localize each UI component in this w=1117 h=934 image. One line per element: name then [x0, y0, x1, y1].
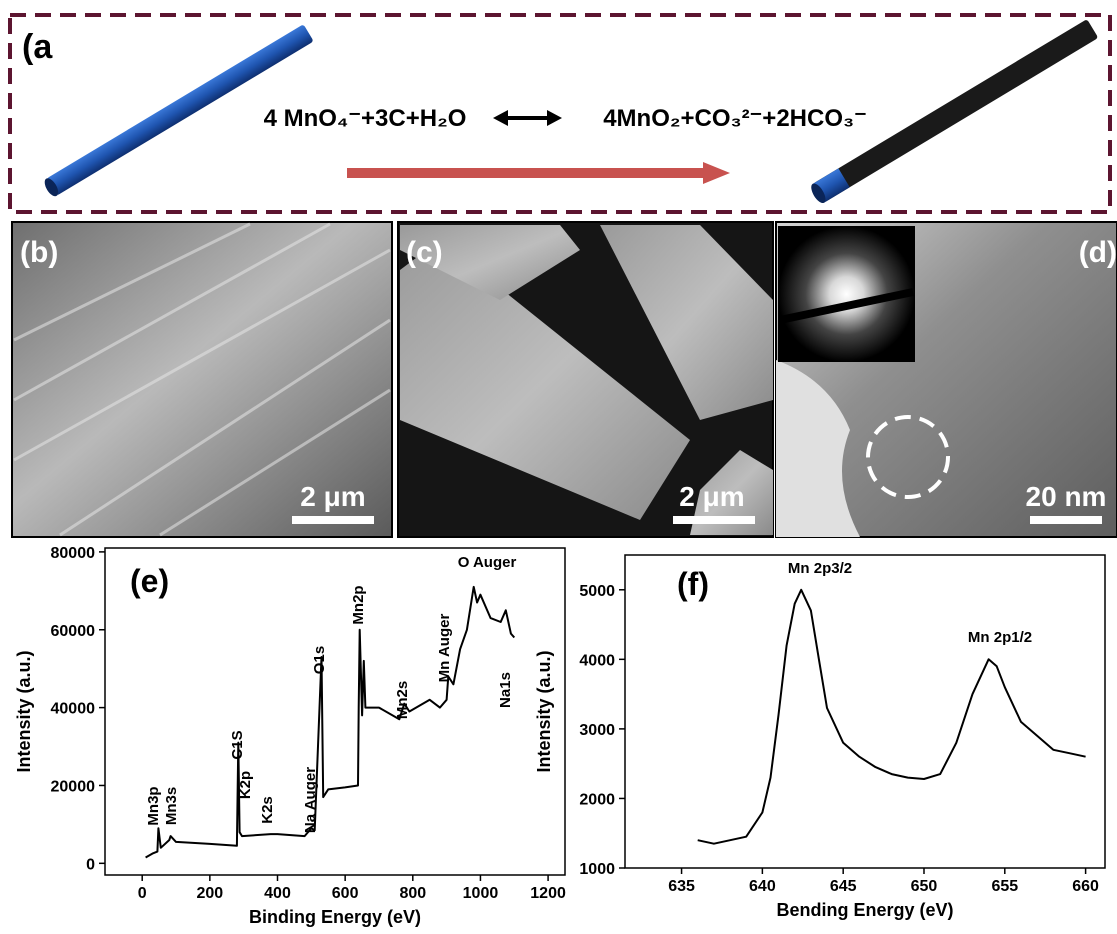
- peak-annotation: Mn2s: [394, 681, 411, 719]
- y-axis-label: Intensity (a.u.): [534, 650, 554, 772]
- scale-bar-label: 20 nm: [1026, 481, 1107, 512]
- x-tick-label: 635: [668, 878, 695, 895]
- x-tick-label: 200: [197, 885, 224, 902]
- x-tick-label: 600: [332, 885, 359, 902]
- y-tick-label: 60000: [51, 623, 96, 640]
- scale-bar: [1030, 516, 1102, 524]
- equation-right: 4MnO₂+CO₃²⁻+2HCO₃⁻: [603, 105, 867, 132]
- spectrum-line: [146, 587, 515, 858]
- peak-annotation: K2p: [237, 771, 254, 799]
- peak-annotation: Mn3p: [145, 786, 162, 825]
- panel-a: (a 4 MnO₄⁻+3C+H₂O 4MnO₂+CO₃²⁻+2HCO₃⁻: [10, 15, 1110, 212]
- peak-annotation: Mn Auger: [436, 614, 453, 683]
- panel-c: (c) 2 μm: [398, 222, 773, 537]
- panel-d: (d) 20 nm: [776, 222, 1117, 537]
- peak-annotation: Na1s: [497, 672, 514, 708]
- double-arrow: [493, 110, 562, 126]
- arrow-head: [493, 110, 508, 126]
- y-tick-label: 20000: [51, 778, 96, 795]
- panel-b: (b) 2 μm: [12, 222, 392, 537]
- x-tick-label: 660: [1072, 878, 1099, 895]
- arrow-head: [703, 162, 730, 184]
- panel-label: (f): [677, 566, 709, 602]
- peak-annotation: Mn2p: [350, 585, 367, 624]
- x-axis-label: Bending Energy (eV): [776, 900, 953, 920]
- peak-annotation: C1S: [229, 730, 246, 759]
- scale-bar: [292, 516, 374, 524]
- y-axis-label: Intensity (a.u.): [14, 650, 34, 772]
- y-tick-label: 5000: [579, 583, 615, 600]
- y-tick-label: 3000: [579, 722, 615, 739]
- peak-annotation: O Auger: [458, 554, 517, 571]
- peak-annotation: Mn 2p3/2: [788, 560, 852, 577]
- scale-bar-label: 2 μm: [300, 481, 365, 512]
- panel-label: (b): [20, 236, 58, 269]
- x-axis-label: Binding Energy (eV): [249, 907, 421, 927]
- peak-annotation: Mn 2p1/2: [968, 629, 1032, 646]
- scale-bar-label: 2 μm: [679, 481, 744, 512]
- arrow-shaft: [347, 168, 705, 178]
- x-tick-label: 0: [138, 885, 147, 902]
- figure: (a 4 MnO₄⁻+3C+H₂O 4MnO₂+CO₃²⁻+2HCO₃⁻ (b: [0, 0, 1117, 929]
- y-tick-label: 80000: [51, 545, 96, 562]
- x-tick-label: 1000: [463, 885, 499, 902]
- panel-label: (d): [1079, 236, 1117, 269]
- panel-label: (e): [130, 563, 169, 599]
- x-tick-label: 400: [264, 885, 291, 902]
- peak-annotation: Mn3s: [163, 787, 180, 825]
- arrow-head: [547, 110, 562, 126]
- spectrum-line: [698, 590, 1086, 844]
- peak-annotation: O1s: [311, 646, 328, 674]
- y-tick-label: 0: [86, 856, 95, 873]
- x-tick-label: 655: [991, 878, 1018, 895]
- equation-left: 4 MnO₄⁻+3C+H₂O: [264, 105, 467, 132]
- x-tick-label: 640: [749, 878, 776, 895]
- panel-label: (a: [22, 28, 53, 66]
- peak-annotation: K2s: [259, 796, 276, 824]
- y-tick-label: 1000: [579, 861, 615, 878]
- y-tick-label: 2000: [579, 791, 615, 808]
- red-arrow: [347, 162, 730, 184]
- scale-bar: [673, 516, 755, 524]
- x-tick-label: 800: [399, 885, 426, 902]
- x-tick-label: 1200: [530, 885, 566, 902]
- y-tick-label: 4000: [579, 652, 615, 669]
- x-tick-label: 650: [911, 878, 938, 895]
- peak-annotation: Na Auger: [302, 767, 319, 833]
- x-tick-label: 645: [830, 878, 857, 895]
- y-tick-label: 40000: [51, 701, 96, 718]
- panel-label: (c): [406, 236, 443, 269]
